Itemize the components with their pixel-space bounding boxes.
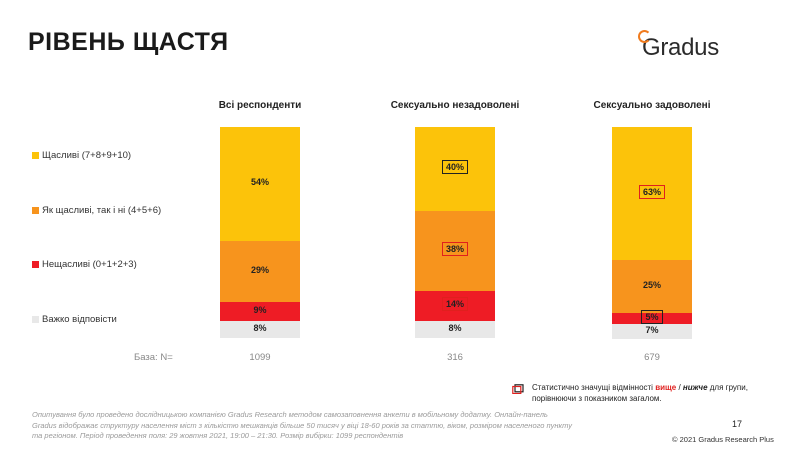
legend-item: Важко відповісти bbox=[32, 314, 117, 325]
data-label-text: 8% bbox=[448, 322, 462, 333]
logo-mark-icon bbox=[638, 30, 651, 43]
bar-segment bbox=[612, 313, 692, 324]
data-label: 5% bbox=[612, 309, 692, 324]
copyright: © 2021 Gradus Research Plus bbox=[672, 435, 774, 444]
legend-label: Як щасливі, так і ні (4+5+6) bbox=[42, 205, 162, 216]
legend-swatch bbox=[32, 207, 39, 214]
bar-segment bbox=[415, 211, 495, 291]
data-label: 38% bbox=[415, 242, 495, 256]
methodology-footer: Опитування було проведено дослідницькою … bbox=[32, 410, 572, 440]
data-label: 14% bbox=[415, 297, 495, 311]
significance-note: Статистично значущі відмінності вище / н… bbox=[532, 383, 748, 403]
legend-item: Нещасливі (0+1+2+3) bbox=[32, 259, 137, 270]
data-label: 40% bbox=[415, 160, 495, 174]
bar-stack: 40% 38% 14% 8% bbox=[415, 127, 495, 338]
data-label-text: 29% bbox=[250, 264, 269, 275]
note-higher: вище bbox=[655, 383, 677, 392]
bar-stack: 54% 29% 9% 8% bbox=[220, 127, 300, 338]
legend-label: Нещасливі (0+1+2+3) bbox=[42, 259, 137, 270]
data-label: 8% bbox=[220, 323, 300, 333]
logo-text: Gradus bbox=[642, 34, 719, 61]
column-header: Сексуально задоволені bbox=[593, 100, 711, 111]
data-label-text: 14% bbox=[441, 297, 468, 311]
base-value: 679 bbox=[644, 352, 660, 363]
data-label: 63% bbox=[612, 184, 692, 199]
bar-segment bbox=[220, 127, 300, 241]
data-label: 54% bbox=[220, 177, 300, 187]
data-label: 8% bbox=[415, 323, 495, 333]
data-label-text: 25% bbox=[642, 279, 661, 290]
page-title: РІВЕНЬ ЩАСТЯ bbox=[28, 28, 229, 56]
data-label-text: 63% bbox=[638, 184, 665, 199]
highlight-legend-icon bbox=[512, 384, 524, 394]
data-label-text: 54% bbox=[250, 177, 269, 187]
base-value: 1099 bbox=[249, 352, 271, 363]
legend-swatch bbox=[32, 316, 39, 323]
data-label-text: 9% bbox=[253, 304, 267, 315]
note-lower: нижче bbox=[682, 383, 708, 392]
bar-segment bbox=[415, 321, 495, 338]
data-label: 29% bbox=[220, 265, 300, 275]
gradus-logo: Gradus bbox=[638, 30, 719, 62]
data-label-text: 8% bbox=[253, 322, 267, 333]
bar-segment bbox=[415, 127, 495, 211]
data-label-text: 7% bbox=[645, 324, 659, 335]
bar-segment bbox=[612, 324, 692, 339]
legend-label: Важко відповісти bbox=[42, 314, 117, 325]
column-header: Сексуально незадоволені bbox=[390, 100, 520, 111]
column-header: Всі респонденти bbox=[218, 100, 302, 111]
bar-stack: 63% 25% 5% 7% bbox=[612, 127, 692, 339]
bar-segment bbox=[612, 260, 692, 313]
bar-segment bbox=[612, 127, 692, 260]
legend-item: Як щасливі, так і ні (4+5+6) bbox=[32, 205, 161, 216]
bar-segment bbox=[220, 241, 300, 302]
legend-item: Щасливі (7+8+9+10) bbox=[32, 150, 131, 161]
data-label-text: 5% bbox=[641, 309, 663, 324]
base-value: 316 bbox=[447, 352, 463, 363]
data-label: 7% bbox=[612, 325, 692, 335]
data-label: 25% bbox=[612, 280, 692, 290]
bar-segment bbox=[220, 321, 300, 338]
data-label-text: 40% bbox=[441, 160, 468, 174]
legend-label: Щасливі (7+8+9+10) bbox=[42, 150, 132, 161]
base-label: База: N= bbox=[134, 352, 173, 363]
bar-segment bbox=[415, 291, 495, 321]
data-label: 9% bbox=[220, 305, 300, 315]
legend-swatch bbox=[32, 152, 39, 159]
page-number: 17 bbox=[732, 419, 743, 429]
bar-segment bbox=[220, 302, 300, 321]
legend-swatch bbox=[32, 261, 39, 268]
data-label-text: 38% bbox=[441, 242, 468, 256]
